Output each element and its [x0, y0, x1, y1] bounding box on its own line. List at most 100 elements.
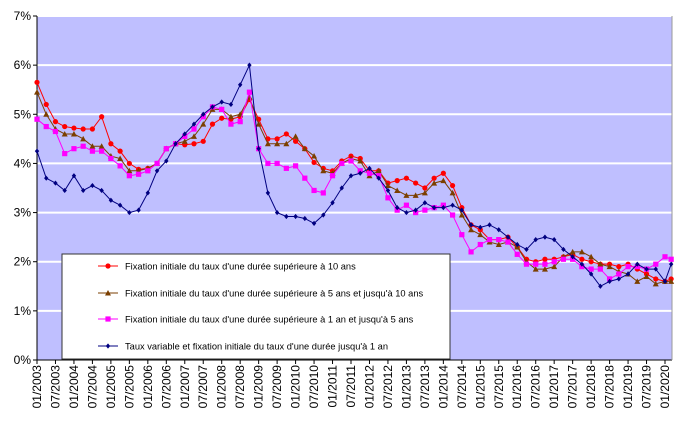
data-point-triangle [606, 263, 613, 270]
x-tick-label: 07/2014 [455, 365, 469, 409]
data-point-diamond [145, 190, 151, 196]
data-point-triangle [384, 182, 391, 189]
data-point-square [662, 254, 668, 260]
data-point-circle [403, 175, 410, 181]
data-point-diamond [524, 246, 529, 253]
data-point-triangle [412, 192, 419, 198]
data-point-triangle [588, 253, 595, 260]
data-point-circle [34, 79, 40, 85]
data-point-triangle [301, 145, 308, 152]
data-point-diamond [108, 197, 114, 203]
y-tick-label: 4% [14, 156, 32, 170]
data-point-square [34, 116, 40, 122]
data-point-triangle [551, 263, 558, 270]
legend-label: Taux variable et fixation initiale du ta… [125, 342, 388, 352]
data-point-circle [105, 263, 111, 269]
data-point-triangle [652, 280, 659, 287]
data-point-triangle [105, 290, 111, 296]
data-point-triangle [70, 130, 77, 137]
data-point-square [542, 261, 548, 267]
data-point-triangle [468, 226, 475, 233]
x-tick-label: 01/2011 [326, 365, 340, 408]
data-point-triangle [80, 135, 87, 142]
data-point-diamond [191, 121, 197, 127]
data-point-triangle [394, 187, 401, 193]
data-point-circle [52, 119, 59, 125]
data-point-circle [62, 123, 68, 130]
data-point-diamond [533, 237, 538, 243]
data-point-diamond [487, 222, 492, 228]
data-point-square [625, 264, 631, 270]
data-point-diamond [62, 187, 67, 194]
data-point-diamond [551, 237, 557, 243]
data-point-triangle [283, 140, 290, 147]
data-point-diamond [154, 168, 160, 174]
data-point-diamond [321, 212, 326, 218]
data-point-diamond [450, 202, 455, 208]
data-point-square [283, 165, 289, 171]
data-point-diamond [311, 220, 317, 226]
data-point-triangle [634, 278, 641, 284]
data-point-square [191, 126, 197, 132]
data-point-diamond [422, 200, 428, 206]
y-tick-label: 0% [14, 353, 32, 367]
data-point-square [560, 256, 567, 262]
series-line [36, 91, 672, 285]
data-point-diamond [441, 205, 446, 211]
data-point-diamond [542, 234, 548, 240]
data-point-diamond [635, 261, 640, 267]
data-point-diamond [561, 246, 566, 253]
data-point-diamond [265, 190, 271, 196]
data-point-diamond [459, 207, 465, 213]
data-point-square [135, 171, 142, 177]
data-point-square [449, 212, 456, 218]
x-tick-label: 01/2010 [289, 365, 303, 409]
series-diamond [34, 62, 674, 289]
data-point-square [551, 259, 557, 265]
data-point-triangle [431, 180, 438, 186]
data-point-circle [394, 178, 400, 184]
data-point-circle [283, 131, 289, 137]
x-tick-label: 01/2004 [67, 365, 81, 409]
data-point-square [385, 195, 391, 201]
data-point-square [366, 170, 373, 176]
data-point-diamond [625, 271, 631, 277]
y-tick-label: 1% [14, 304, 32, 318]
x-tick-label: 01/2019 [621, 365, 635, 409]
data-point-square [71, 146, 77, 152]
data-point-square [292, 163, 299, 169]
data-point-circle [588, 259, 594, 265]
data-point-diamond [219, 99, 224, 105]
data-point-square [154, 160, 160, 167]
data-point-diamond [431, 205, 437, 211]
data-point-diamond [339, 185, 344, 191]
data-point-circle [71, 125, 77, 131]
data-point-triangle [375, 167, 382, 174]
data-point-square [311, 187, 317, 194]
x-tick-label: 01/2020 [658, 365, 672, 409]
data-point-square [505, 239, 511, 245]
data-point-diamond [376, 175, 381, 181]
data-point-circle [117, 148, 123, 154]
data-point-square [486, 237, 493, 243]
data-point-diamond [616, 276, 622, 282]
data-point-diamond [182, 131, 187, 137]
series-line [36, 63, 672, 287]
data-point-diamond [210, 104, 215, 110]
data-point-diamond [330, 200, 335, 206]
data-point-square [265, 160, 271, 167]
data-point-diamond [293, 213, 298, 220]
x-tick-label: 01/2003 [30, 365, 44, 409]
x-tick-label: 07/2013 [418, 365, 432, 409]
data-point-triangle [532, 266, 539, 272]
data-point-circle [422, 185, 428, 191]
x-axis: 01/2003 07/2003 01/2004 07/2004 01/2005 07/20… [30, 16, 673, 409]
data-point-square [246, 89, 253, 95]
data-point-triangle [274, 140, 281, 147]
data-point-circle [99, 114, 105, 120]
data-point-square [237, 119, 243, 125]
legend-box [61, 253, 451, 360]
data-point-diamond [515, 241, 520, 248]
data-point-diamond [127, 209, 132, 216]
